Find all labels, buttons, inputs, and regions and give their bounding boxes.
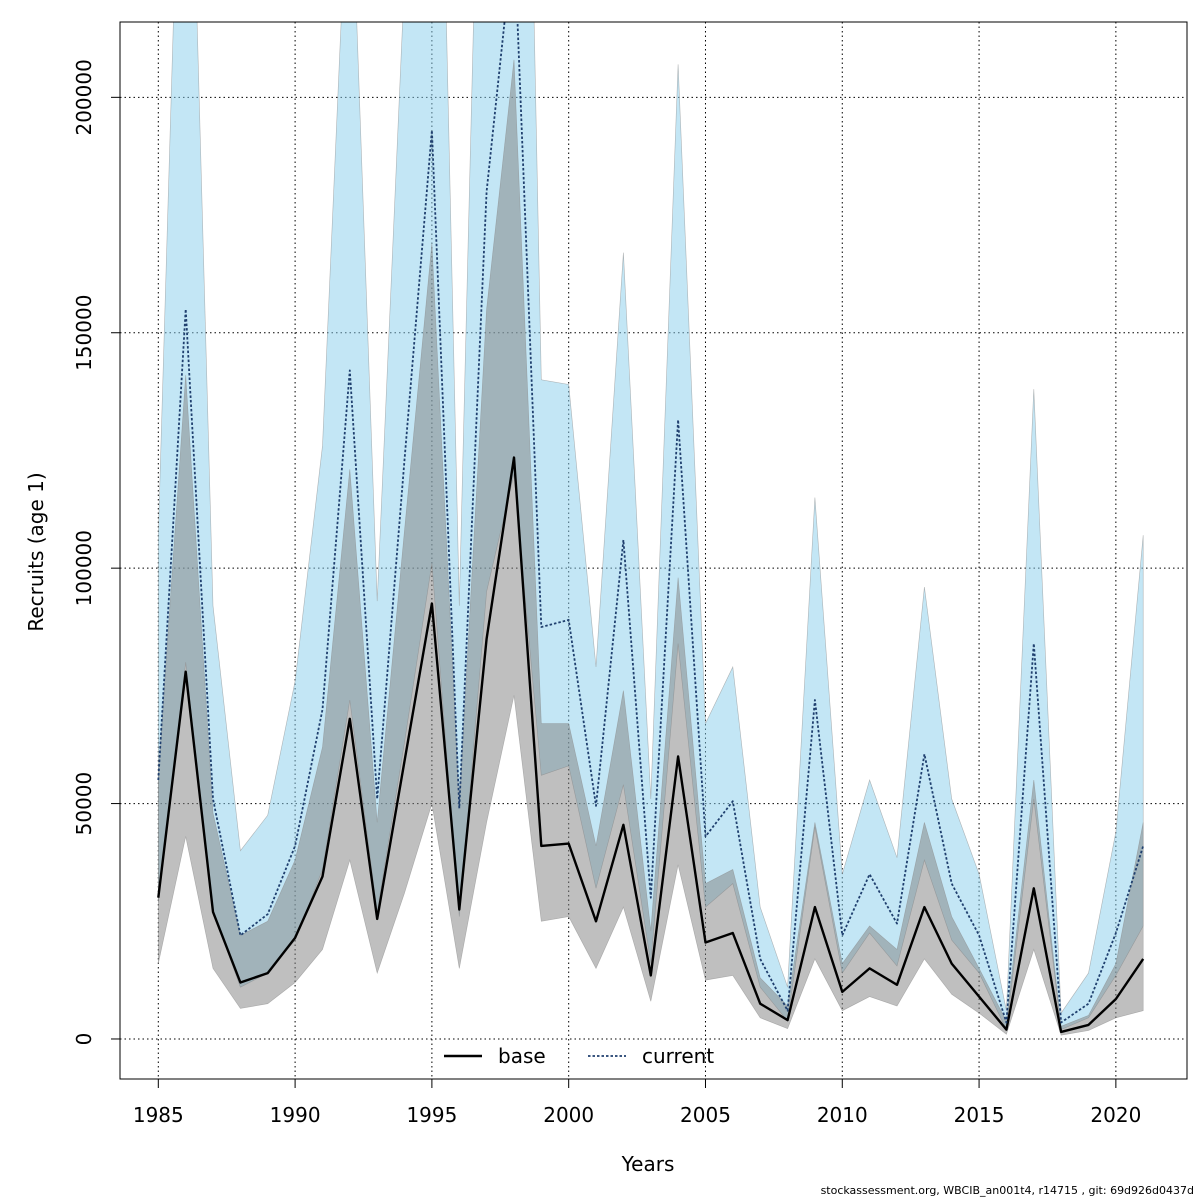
y-axis: 0 50000 100000 150000 200000 bbox=[72, 59, 120, 1045]
x-axis-title: Years bbox=[621, 1152, 675, 1176]
x-tick-label: 2020 bbox=[1090, 1103, 1141, 1127]
y-tick-label: 150000 bbox=[72, 295, 96, 371]
y-axis-title: Recruits (age 1) bbox=[24, 472, 48, 631]
y-tick-label: 200000 bbox=[72, 59, 96, 135]
x-tick-label: 2010 bbox=[817, 1103, 868, 1127]
line-base bbox=[157, 456, 1145, 1034]
x-tick-label: 1990 bbox=[270, 1103, 321, 1127]
y-tick-label: 50000 bbox=[72, 772, 96, 836]
line-current bbox=[157, 22, 1145, 1024]
footer-attribution: stockassessment.org, WBCIB_an001t4, r147… bbox=[820, 1184, 1194, 1197]
x-tick-label: 1985 bbox=[133, 1103, 184, 1127]
x-tick-label: 2000 bbox=[543, 1103, 594, 1127]
plot-frame bbox=[119, 21, 1188, 1080]
x-tick-label: 2015 bbox=[954, 1103, 1005, 1127]
series-lines bbox=[157, 22, 1145, 1034]
legend-label-current: current bbox=[642, 1044, 714, 1068]
legend: base current bbox=[444, 1044, 714, 1068]
band-base bbox=[158, 59, 1144, 1036]
x-tick-label: 1995 bbox=[406, 1103, 457, 1127]
legend-label-base: base bbox=[498, 1044, 546, 1068]
x-tick-label: 2005 bbox=[680, 1103, 731, 1127]
x-axis: 1985 1990 1995 2000 2005 2010 2015 2020 bbox=[133, 1079, 1141, 1127]
y-tick-label: 0 bbox=[72, 1033, 96, 1046]
y-tick-label: 100000 bbox=[72, 530, 96, 606]
